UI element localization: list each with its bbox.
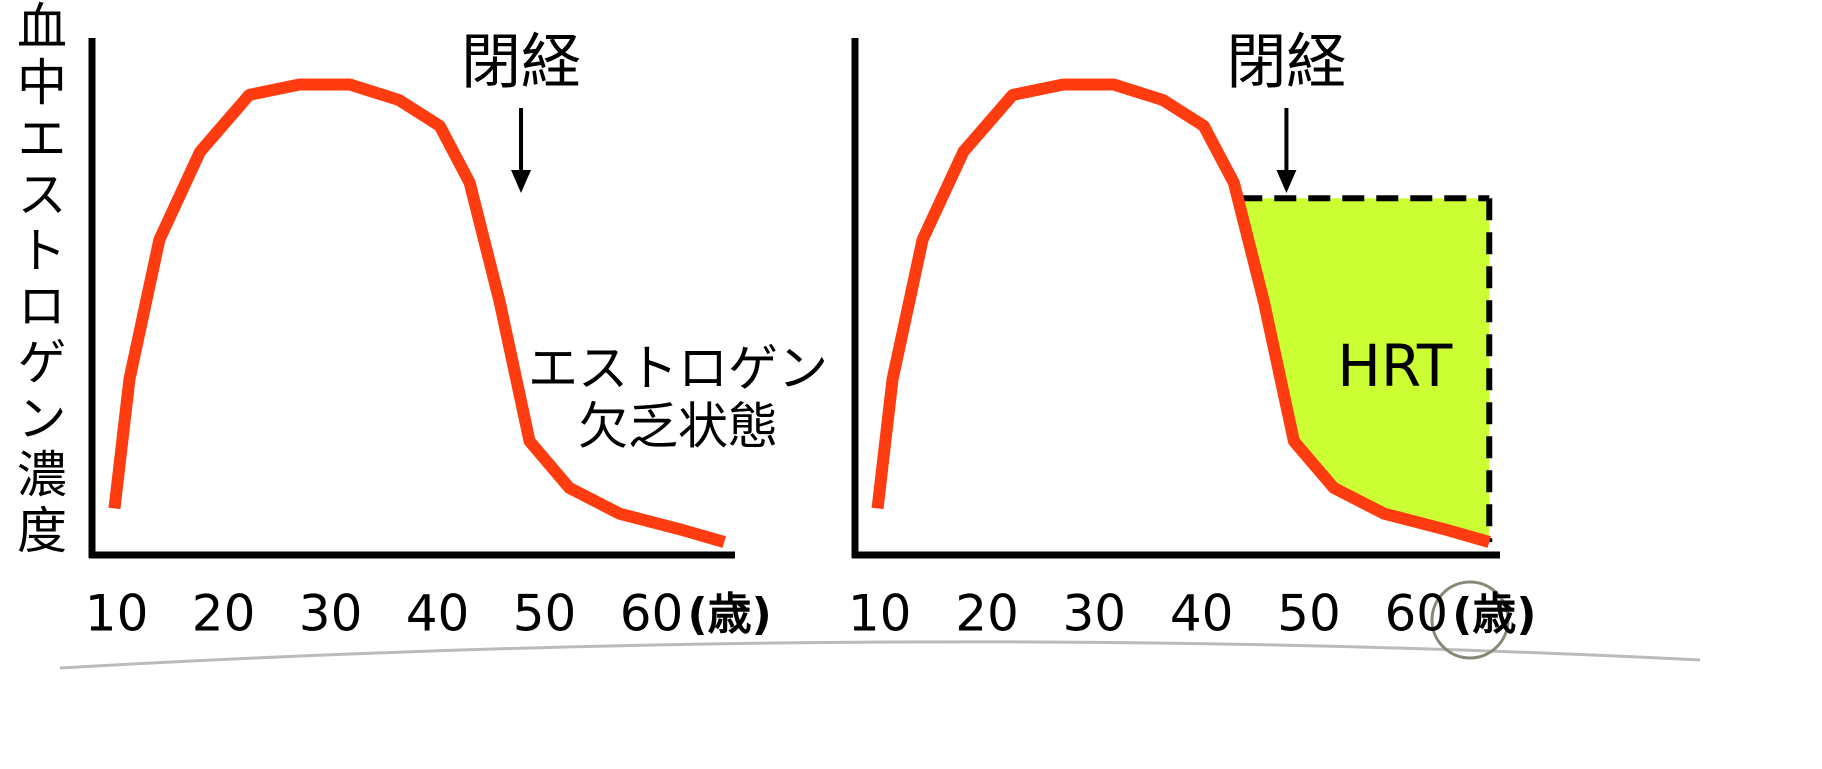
annotation: 欠乏状態 [578,398,778,456]
x-tick-label: 10 [848,585,912,643]
x-axis-label: (歳) [1452,589,1536,640]
x-tick-label: 60 [1384,585,1448,643]
x-tick-label: 50 [513,585,577,643]
x-tick-label: 10 [85,585,149,643]
x-tick-label: 40 [1170,585,1234,643]
decor-swoosh [59,640,1701,670]
x-tick-label: 40 [406,585,470,643]
estrogen-line [108,78,726,548]
menopause-arrowhead [1276,170,1297,193]
menopause-label: 閉経 [461,28,581,98]
x-tick-label: 50 [1277,585,1341,643]
x-tick-label: 30 [1063,585,1127,643]
x-tick-label: 60 [620,585,684,643]
y-axis-label: 血中エストロゲン濃度 [9,0,67,560]
estrogen-line [871,78,1491,548]
decor-icon [1430,580,1510,660]
x-tick-label: 30 [299,585,363,643]
annotation: エストロゲン [528,340,828,398]
menopause-arrowhead [511,170,532,193]
x-tick-label: 20 [955,585,1019,643]
menopause-label: 閉経 [1226,28,1346,98]
hrt-area [1240,198,1490,543]
x-axis-label: (歳) [688,589,772,640]
x-tick-label: 20 [192,585,256,643]
hrt-label: HRT [1337,332,1453,400]
